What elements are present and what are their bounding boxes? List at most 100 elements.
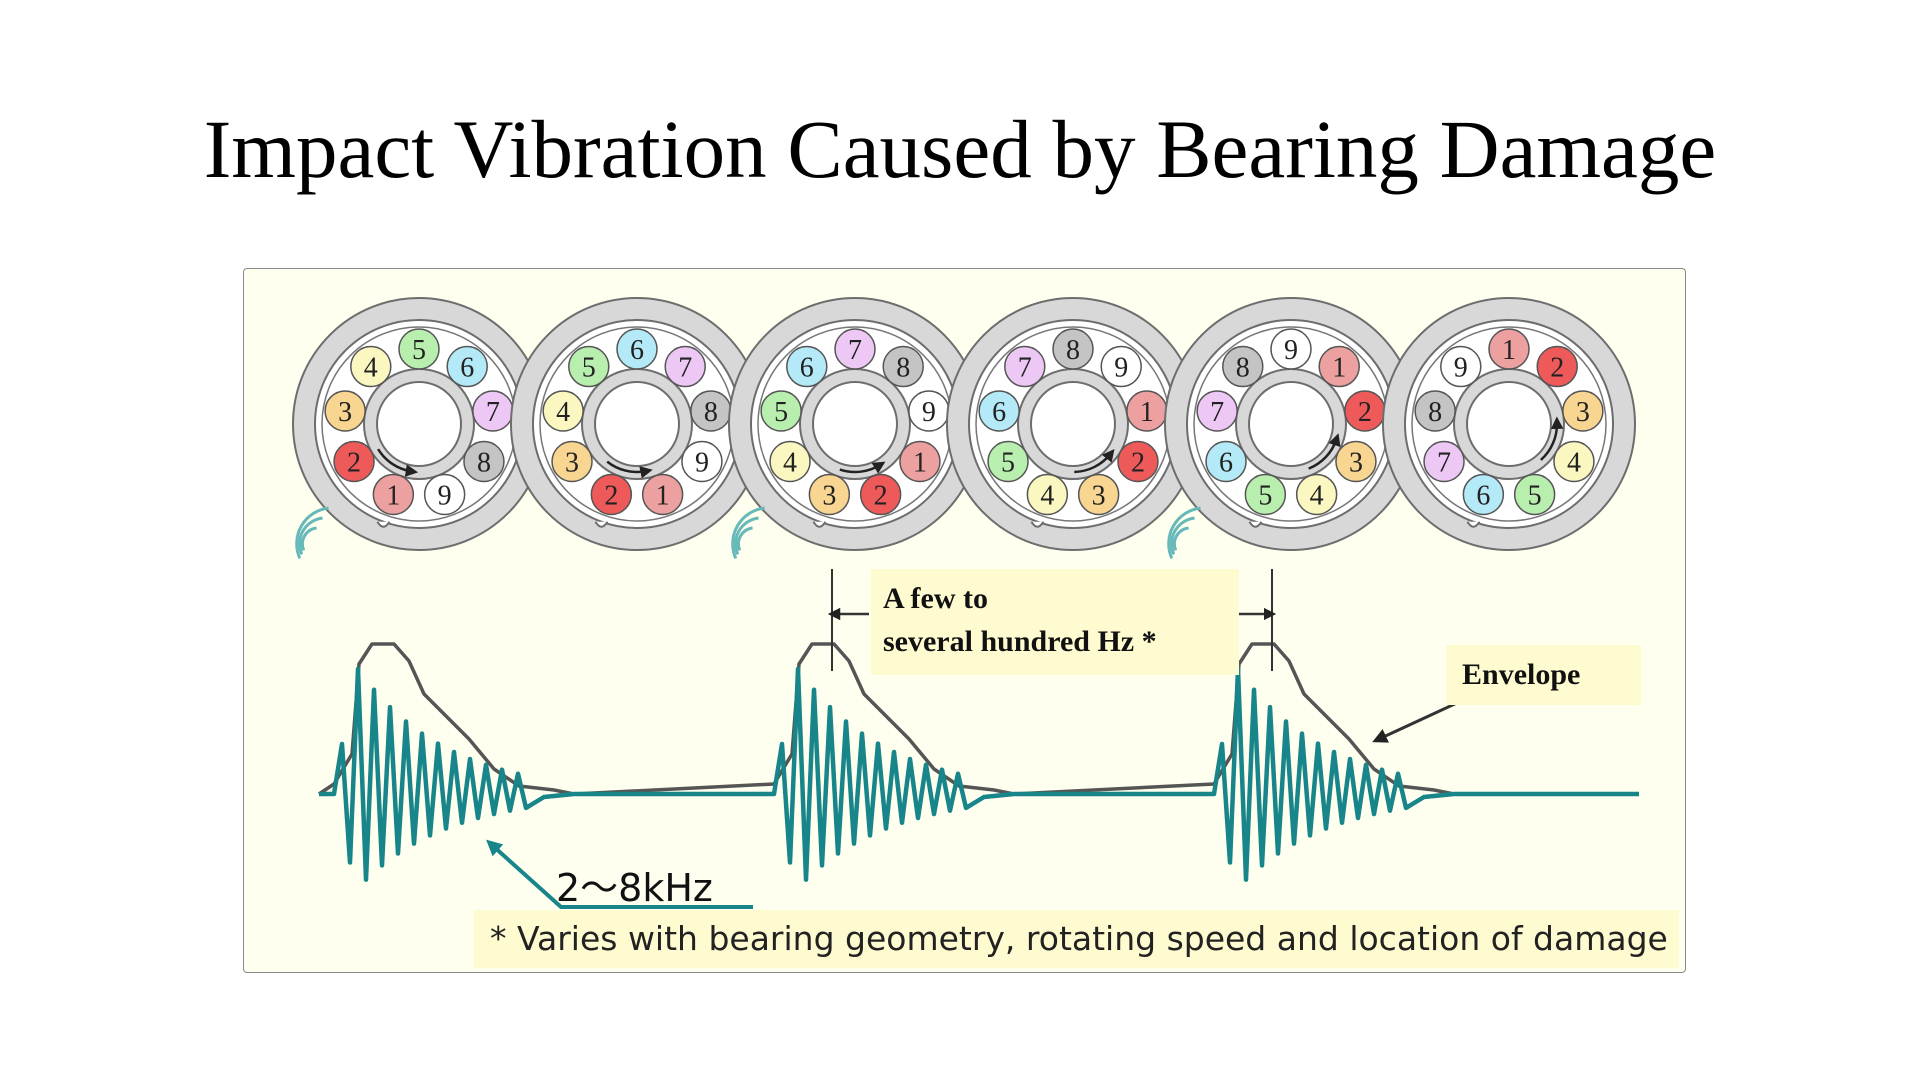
ball-1 xyxy=(1488,328,1530,370)
ball-number-6: 6 xyxy=(630,335,644,366)
ball-number-7: 7 xyxy=(1210,397,1224,428)
ball-number-5: 5 xyxy=(412,335,426,366)
ball-number-1: 1 xyxy=(1140,397,1154,428)
ball-9 xyxy=(423,473,466,516)
rotation-arrow xyxy=(1540,416,1564,461)
ball-9 xyxy=(1440,345,1482,388)
ball-3 xyxy=(1562,390,1604,432)
ball-3 xyxy=(808,473,851,516)
rotation-arrow xyxy=(1308,433,1341,470)
impact-wave-arc xyxy=(1172,526,1189,552)
ball-8 xyxy=(463,440,505,483)
ball-number-1: 1 xyxy=(656,480,670,511)
footnote: * Varies with bearing geometry, rotating… xyxy=(474,910,1679,968)
ball-3 xyxy=(324,390,366,432)
shaft-bore xyxy=(376,381,462,467)
ball-2 xyxy=(590,473,633,516)
ball-number-7: 7 xyxy=(1437,448,1451,479)
damage-notch xyxy=(1030,521,1045,528)
damage-notch xyxy=(812,521,827,528)
impact-wave-arc xyxy=(736,526,753,552)
ball-number-4: 4 xyxy=(1310,480,1324,511)
ball-8 xyxy=(1222,345,1264,388)
ball-number-5: 5 xyxy=(582,353,596,384)
impact-interval-label: A few to several hundred Hz * xyxy=(871,569,1239,675)
damage-notch xyxy=(376,521,391,528)
ball-number-2: 2 xyxy=(874,480,888,511)
shaft-bore xyxy=(1248,381,1334,467)
ball-number-5: 5 xyxy=(1528,480,1542,511)
impact-wave-arc xyxy=(731,506,765,560)
ball-number-7: 7 xyxy=(848,335,862,366)
ball-number-5: 5 xyxy=(1001,448,1015,479)
envelope-label: Envelope xyxy=(1446,645,1641,705)
ball-number-9: 9 xyxy=(922,397,936,428)
impact-wave-arc xyxy=(295,506,329,560)
ball-8 xyxy=(1052,328,1094,370)
ball-number-8: 8 xyxy=(1066,335,1080,366)
impact-wave-arc xyxy=(298,516,323,556)
ball-number-3: 3 xyxy=(565,448,579,479)
ball-5 xyxy=(987,440,1029,483)
ball-7 xyxy=(1004,345,1046,388)
envelope-curve xyxy=(318,642,1639,796)
ball-5 xyxy=(398,328,440,370)
ball-number-4: 4 xyxy=(1567,448,1581,479)
ball-7 xyxy=(664,345,706,388)
ball-number-4: 4 xyxy=(364,353,378,384)
ball-number-9: 9 xyxy=(438,480,452,511)
ball-number-8: 8 xyxy=(1236,353,1250,384)
ball-1 xyxy=(372,473,415,516)
ball-2 xyxy=(1117,440,1159,483)
ball-number-1: 1 xyxy=(386,480,400,511)
damage-notch xyxy=(1466,521,1481,528)
ball-number-3: 3 xyxy=(1576,397,1590,428)
ball-number-9: 9 xyxy=(1284,335,1298,366)
ball-1 xyxy=(1318,345,1360,388)
bearing-frame-3: 1 98 7 65 43 2 xyxy=(728,297,982,560)
frequency-pointer-arrow xyxy=(486,839,753,909)
ball-number-8: 8 xyxy=(704,397,718,428)
ball-6 xyxy=(616,328,658,370)
ball-number-9: 9 xyxy=(1454,353,1468,384)
slide-title: Impact Vibration Caused by Bearing Damag… xyxy=(203,103,1717,195)
impact-wave-arc xyxy=(734,516,759,556)
ball-5 xyxy=(568,345,610,388)
impact-wave-arc xyxy=(1167,506,1201,560)
impact-wave-icon xyxy=(1167,506,1201,560)
ball-7 xyxy=(1196,390,1238,432)
ball-4 xyxy=(542,390,584,432)
ball-1 xyxy=(899,440,941,483)
ball-number-7: 7 xyxy=(486,397,500,428)
ball-number-4: 4 xyxy=(783,448,797,479)
cage xyxy=(1411,326,1607,522)
ball-number-1: 1 xyxy=(1502,335,1516,366)
annotations xyxy=(486,569,1629,909)
ball-number-5: 5 xyxy=(774,397,788,428)
ball-7 xyxy=(1423,440,1465,483)
envelope-pointer-arrow xyxy=(1372,700,1460,743)
ball-number-2: 2 xyxy=(1550,353,1564,384)
rotation-arrow xyxy=(606,460,653,479)
ball-2 xyxy=(859,473,902,516)
ball-number-6: 6 xyxy=(992,397,1006,428)
ball-number-3: 3 xyxy=(822,480,836,511)
ball-number-4: 4 xyxy=(556,397,570,428)
ball-number-6: 6 xyxy=(1476,480,1490,511)
ball-number-3: 3 xyxy=(1092,480,1106,511)
ball-number-9: 9 xyxy=(695,448,709,479)
damage-notch xyxy=(1248,521,1263,528)
ball-number-2: 2 xyxy=(347,448,361,479)
ball-number-8: 8 xyxy=(896,353,910,384)
rotation-arrow xyxy=(1074,448,1115,474)
bearing-frame-5: 1 9 87 65 43 2 xyxy=(1164,297,1418,560)
ball-6 xyxy=(1462,473,1505,516)
ball-number-7: 7 xyxy=(1018,353,1032,384)
interval-label-line-2: several hundred Hz * xyxy=(883,625,1157,658)
ball-6 xyxy=(1205,440,1247,483)
frequency-range-label: 2～8kHz xyxy=(556,866,713,910)
ball-6 xyxy=(786,345,828,388)
ball-4 xyxy=(350,345,392,388)
